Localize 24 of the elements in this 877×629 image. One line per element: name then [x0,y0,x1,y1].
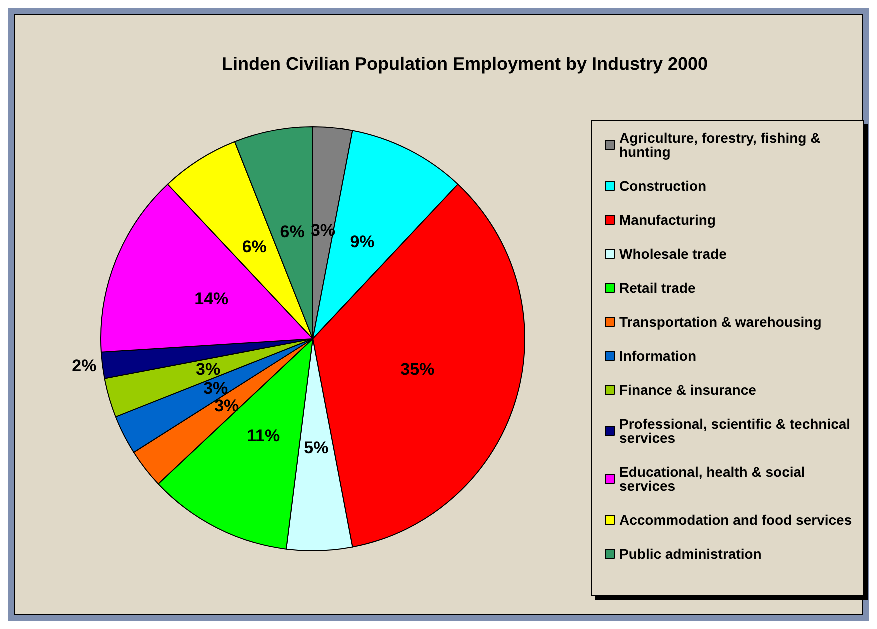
data-label: 3% [214,396,240,416]
legend-label: Retail trade [620,280,696,296]
legend-label: Public administration [620,546,762,562]
legend-label: Transportation & warehousing [620,314,822,330]
data-label: 6% [242,237,267,256]
legend-label: Construction [620,178,707,194]
legend-label: Accommodation and food services [620,512,852,528]
legend-label: Manufacturing [620,212,716,228]
legend-label: Agriculture, forestry, fishing & hunting [620,130,825,160]
data-label: 11% [246,426,280,446]
legend-label: Professional, scientific & technical services [620,416,854,446]
data-label: 14% [194,289,229,308]
chart-title: Linden Civilian Population Employment by Industry 2000 [222,54,708,74]
legend-label: Finance & insurance [620,382,757,398]
legend-label: Educational, health & social services [620,464,810,494]
data-label: 9% [350,232,375,252]
legend-label: Wholesale trade [620,246,728,262]
legend-label: Information [620,348,696,364]
data-label: 5% [304,438,329,458]
data-label: 3% [196,360,221,379]
data-label: 6% [280,222,305,242]
data-label: 3% [204,378,228,398]
data-label: 2% [72,356,97,376]
data-label: 35% [400,360,435,379]
